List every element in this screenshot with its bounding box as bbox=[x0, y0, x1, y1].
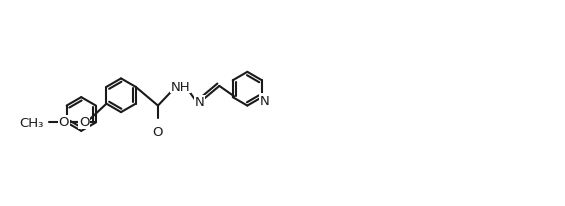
Text: O: O bbox=[153, 125, 163, 138]
Text: N: N bbox=[194, 96, 204, 109]
Text: O: O bbox=[58, 116, 69, 129]
Text: O: O bbox=[79, 116, 89, 129]
Text: CH₃: CH₃ bbox=[20, 116, 44, 129]
Text: N: N bbox=[260, 94, 270, 107]
Text: NH: NH bbox=[171, 80, 190, 93]
